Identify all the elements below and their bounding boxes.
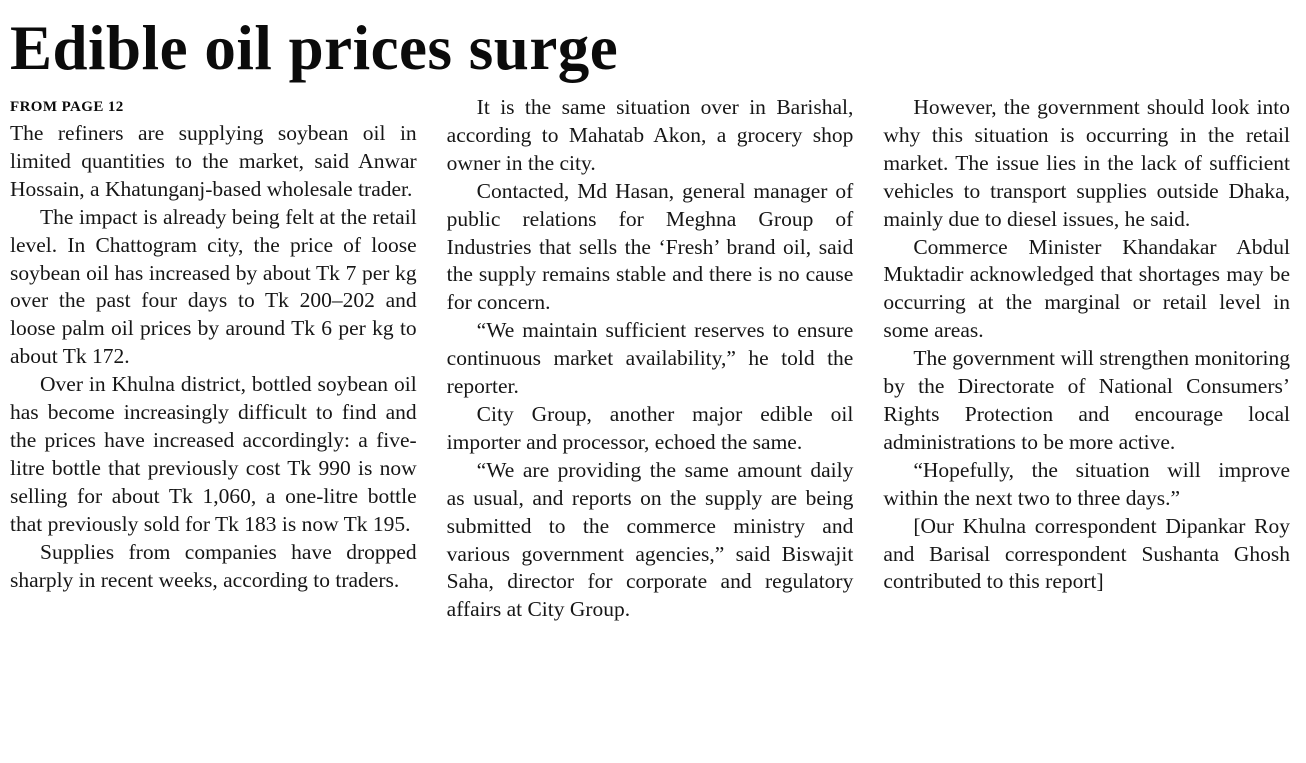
paragraph: However, the government should look into… (883, 95, 1291, 231)
continued-from-label: FROM PAGE 12 (10, 99, 124, 116)
paragraph: Supplies from companies have dropped sha… (10, 539, 417, 592)
article-headline: Edible oil prices surge (10, 13, 619, 83)
newspaper-page: Edible oil prices surge FROM PAGE 12 The… (10, 13, 1290, 624)
paragraph: “We are providing the same amount daily … (446, 457, 854, 622)
paragraph: “Hopefully, the situation will improve w… (883, 457, 1291, 510)
paragraph: Over in Khulna district, bottled soybean… (10, 372, 417, 536)
article-column-3: However, the government should look into… (883, 94, 1290, 624)
paragraph: Contacted, Md Hasan, general manager of … (446, 178, 854, 315)
paragraph: The impact is already being felt at the … (10, 204, 417, 369)
paragraph: “We maintain sufficient reserves to ensu… (446, 318, 854, 399)
article-body: FROM PAGE 12 The refiners are supplying … (10, 94, 1290, 624)
paragraph: [Our Khulna correspondent Dipankar Roy a… (883, 513, 1291, 594)
article-column-2: It is the same situation over in Barisha… (447, 94, 854, 624)
paragraph: Commerce Minister Khandakar Abdul Muktad… (883, 234, 1291, 343)
paragraph: It is the same situation over in Barisha… (446, 95, 854, 175)
paragraph: The government will strengthen monitorin… (883, 346, 1291, 454)
paragraph: City Group, another major edible oil imp… (446, 402, 854, 454)
article-column-1: FROM PAGE 12 The refiners are supplying … (10, 94, 417, 624)
paragraph: The refiners are supplying soybean oil i… (10, 121, 417, 201)
